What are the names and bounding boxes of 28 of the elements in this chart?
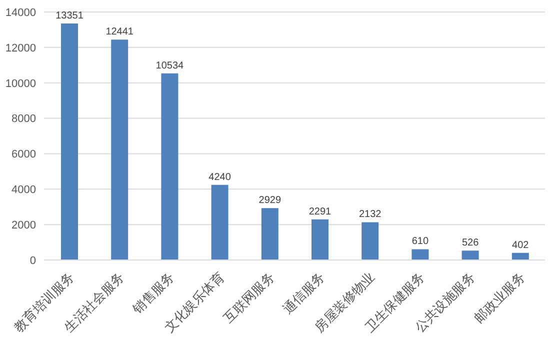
y-tick-label: 2000: [12, 219, 36, 232]
y-tick-label: 10000: [5, 78, 36, 90]
y-tick-label: 0: [30, 254, 36, 267]
data-label: 2132: [358, 209, 382, 220]
data-label: 12441: [106, 26, 134, 38]
bar: [462, 250, 479, 260]
y-tick-label: 8000: [12, 113, 36, 126]
data-label: 526: [462, 238, 480, 249]
y-tick-label: 6000: [12, 148, 36, 161]
y-tick-label: 4000: [12, 184, 36, 196]
y-tick-label: 14000: [5, 6, 36, 19]
data-label: 13351: [56, 10, 84, 22]
data-label: 610: [412, 236, 429, 248]
bar: [512, 252, 529, 260]
y-tick-label: 12000: [5, 42, 36, 54]
data-label: 2291: [308, 206, 332, 218]
data-label: 10534: [156, 60, 184, 72]
bar: [362, 222, 379, 260]
data-label: 4240: [208, 172, 232, 183]
data-label: 402: [512, 240, 530, 251]
bar: [412, 249, 429, 260]
bar: [261, 208, 278, 260]
bar: [161, 73, 178, 260]
bar: [111, 40, 128, 260]
bar: [312, 219, 328, 260]
bar: [211, 184, 228, 260]
data-label: 2929: [258, 195, 282, 206]
bar: [61, 23, 78, 260]
